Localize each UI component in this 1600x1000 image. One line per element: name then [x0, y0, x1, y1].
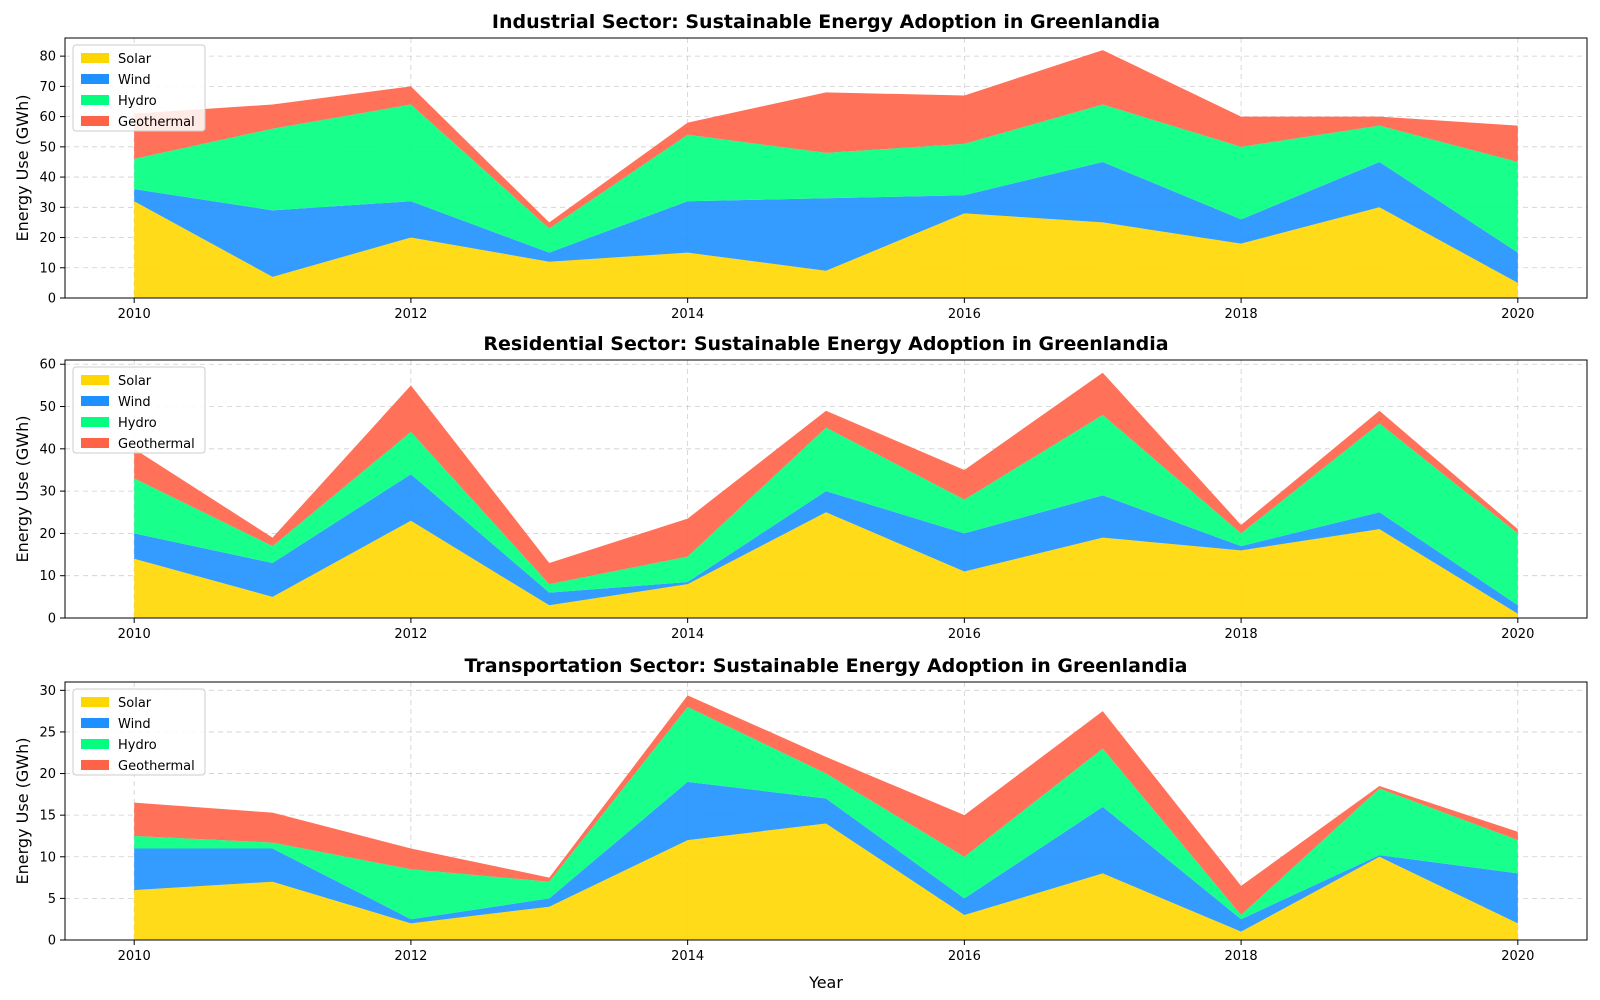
legend-label-geothermal: Geothermal	[118, 115, 195, 130]
legend: Solar Wind Hydro Geothermal	[72, 44, 206, 132]
legend-label-solar: Solar	[118, 52, 152, 67]
legend-label-hydro: Hydro	[118, 416, 157, 431]
y-tick-label: 20	[39, 527, 56, 542]
area-hydro	[134, 104, 1518, 253]
x-axis-label: Year	[808, 973, 843, 992]
x-tick-label: 2012	[394, 627, 427, 642]
y-tick-label: 0	[48, 612, 56, 627]
y-tick-label: 10	[39, 850, 56, 865]
legend-swatch-wind	[81, 718, 109, 728]
x-tick-label: 2020	[1501, 949, 1534, 964]
legend-box	[72, 44, 206, 132]
y-tick-label: 60	[39, 358, 56, 373]
x-tick-label: 2018	[1225, 307, 1258, 322]
legend-box	[72, 688, 206, 776]
y-tick-label: 30	[39, 201, 56, 216]
x-tick-label: 2018	[1225, 949, 1258, 964]
y-tick-label: 20	[39, 231, 56, 246]
legend-label-hydro: Hydro	[118, 738, 157, 753]
y-tick-label: 20	[39, 767, 56, 782]
y-tick-label: 25	[39, 725, 56, 740]
y-tick-label: 40	[39, 442, 56, 457]
axes-frame	[64, 681, 1588, 941]
x-tick-label: 2020	[1501, 307, 1534, 322]
x-tick-label: 2010	[118, 949, 151, 964]
area-geothermal	[134, 372, 1518, 585]
legend-label-wind: Wind	[118, 73, 151, 88]
legend-swatch-wind	[81, 74, 109, 84]
y-tick-label: 50	[39, 140, 56, 155]
y-axis-label: Energy Use (GWh)	[13, 416, 32, 563]
legend-label-wind: Wind	[118, 395, 151, 410]
x-tick-label: 2014	[671, 949, 704, 964]
legend-swatch-hydro	[81, 417, 109, 427]
y-tick-label: 0	[48, 934, 56, 949]
y-tick-label: 10	[39, 569, 56, 584]
y-tick-label: 60	[39, 110, 56, 125]
x-tick-label: 2016	[948, 949, 981, 964]
y-tick-label: 40	[39, 171, 56, 186]
legend-label-hydro: Hydro	[118, 94, 157, 109]
chart-title: Transportation Sector: Sustainable Energ…	[465, 655, 1188, 677]
area-wind	[134, 474, 1518, 614]
legend-label-geothermal: Geothermal	[118, 437, 195, 452]
x-tick-label: 2012	[394, 949, 427, 964]
legend: Solar Wind Hydro Geothermal	[72, 688, 206, 776]
area-wind	[134, 781, 1518, 932]
area-solar	[134, 512, 1518, 618]
y-tick-label: 5	[48, 892, 56, 907]
legend-label-wind: Wind	[118, 717, 151, 732]
area-hydro	[134, 414, 1518, 606]
chart-title: Residential Sector: Sustainable Energy A…	[483, 333, 1168, 355]
legend-swatch-geothermal	[81, 116, 109, 126]
y-tick-label: 30	[39, 684, 56, 699]
panel-1: 2010 2012 2014 2016 2018 2020 0 10 20 30 40 50 60 70 8…	[13, 11, 1588, 322]
legend-swatch-solar	[81, 53, 109, 63]
x-tick-label: 2020	[1501, 627, 1534, 642]
y-tick-label: 15	[39, 809, 56, 824]
y-axis-label: Energy Use (GWh)	[13, 95, 32, 242]
legend-swatch-hydro	[81, 739, 109, 749]
y-tick-label: 30	[39, 485, 56, 500]
legend-swatch-solar	[81, 697, 109, 707]
x-tick-label: 2018	[1225, 627, 1258, 642]
legend-box	[72, 366, 206, 454]
x-tick-label: 2016	[948, 627, 981, 642]
y-tick-label: 0	[48, 292, 56, 307]
legend-label-geothermal: Geothermal	[118, 759, 195, 774]
legend-label-solar: Solar	[118, 696, 152, 711]
x-tick-label: 2014	[671, 307, 704, 322]
legend-swatch-solar	[81, 375, 109, 385]
axes-frame	[64, 359, 1588, 619]
area-wind	[134, 161, 1518, 283]
y-tick-label: 70	[39, 80, 56, 95]
area-solar	[134, 201, 1518, 298]
chart-title: Industrial Sector: Sustainable Energy Ad…	[492, 11, 1160, 33]
legend-label-solar: Solar	[118, 374, 152, 389]
panel-3: 2010 2012 2014 2016 2018 2020 0 5 10 15 20 25 30 Tran…	[13, 655, 1588, 992]
panel-2: 2010 2012 2014 2016 2018 2020 0 10 20 30 40 50 60 Res…	[13, 333, 1588, 642]
y-tick-label: 80	[39, 50, 56, 65]
legend: Solar Wind Hydro Geothermal	[72, 366, 206, 454]
legend-swatch-hydro	[81, 95, 109, 105]
x-tick-label: 2014	[671, 627, 704, 642]
area-geothermal	[134, 50, 1518, 229]
x-tick-label: 2016	[948, 307, 981, 322]
legend-swatch-geothermal	[81, 438, 109, 448]
x-tick-label: 2010	[118, 307, 151, 322]
x-tick-label: 2010	[118, 627, 151, 642]
x-tick-label: 2012	[394, 307, 427, 322]
axes-frame	[64, 37, 1588, 299]
y-tick-label: 10	[39, 261, 56, 276]
y-tick-label: 50	[39, 400, 56, 415]
y-axis-label: Energy Use (GWh)	[13, 738, 32, 885]
legend-swatch-wind	[81, 396, 109, 406]
area-solar	[134, 823, 1518, 940]
legend-swatch-geothermal	[81, 760, 109, 770]
